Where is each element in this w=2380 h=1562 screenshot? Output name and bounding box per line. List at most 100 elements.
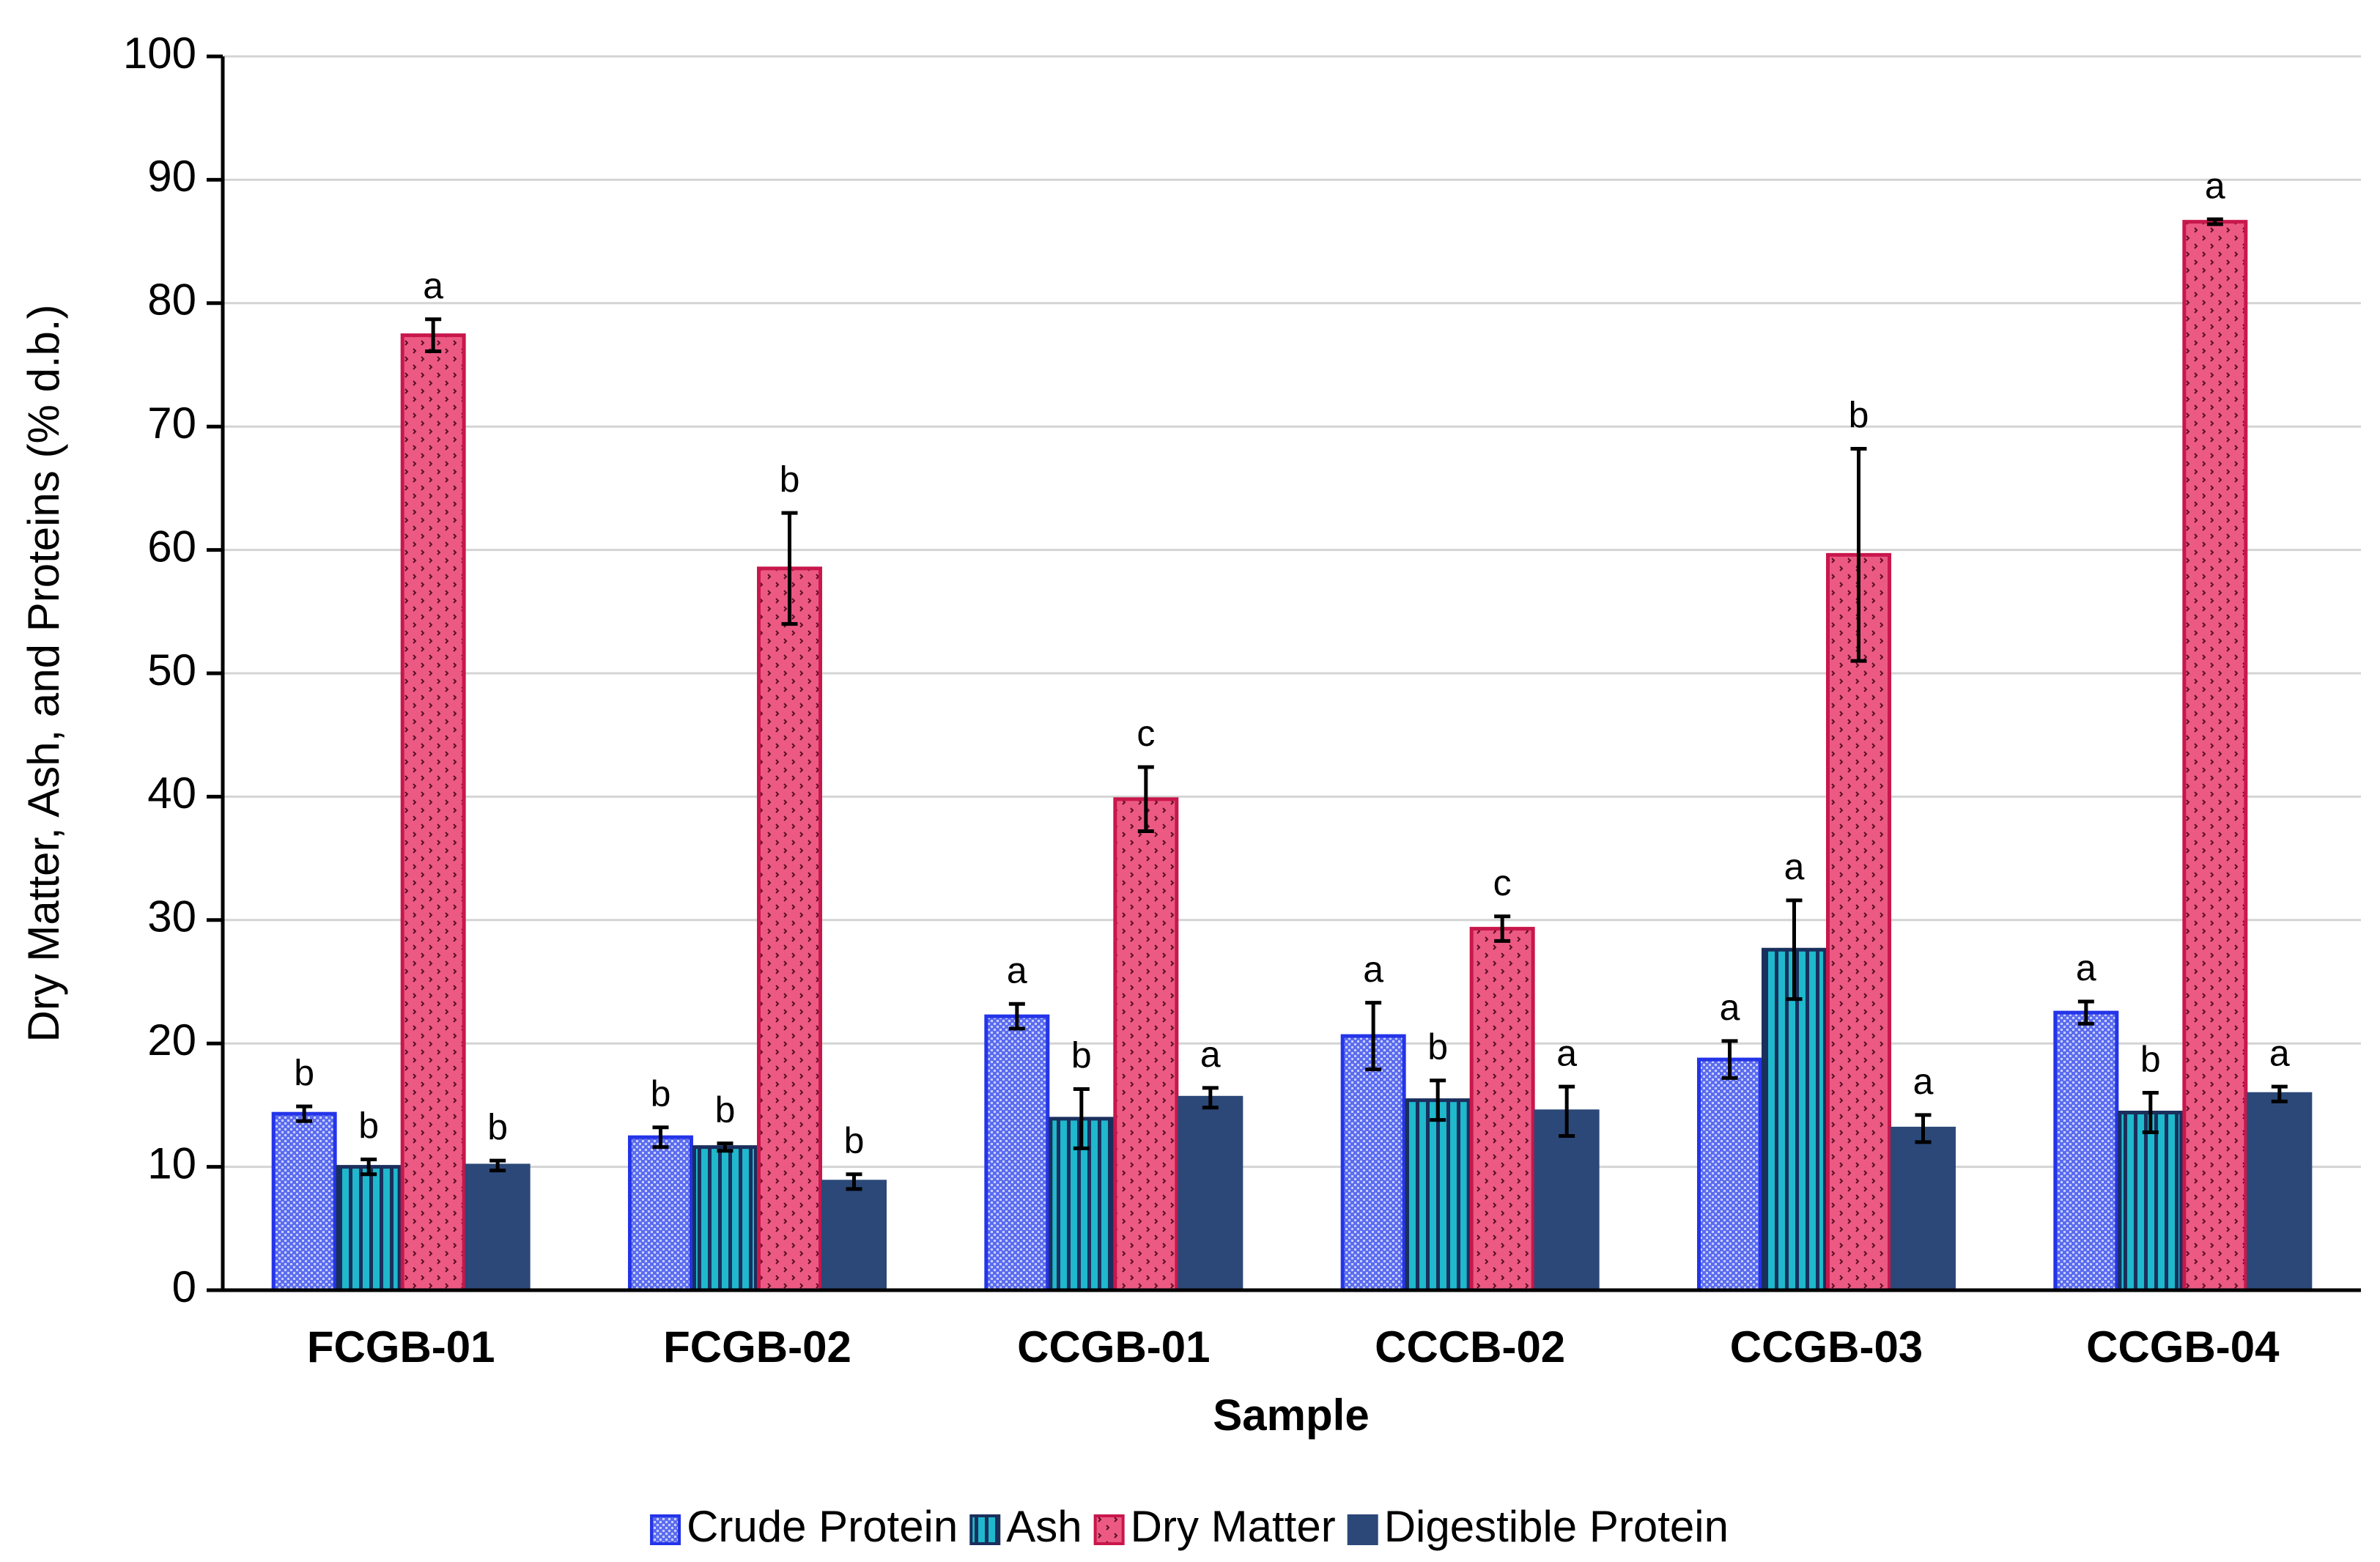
error-bar <box>1073 1087 1090 1150</box>
y-axis-title: Dry Matter, Ash, and Proteins (% d.b.) <box>19 304 68 1042</box>
bar <box>2182 220 2248 1292</box>
data-label: b <box>780 459 800 500</box>
data-label: a <box>1007 950 1027 991</box>
error-bar <box>1786 898 1803 1002</box>
data-label: b <box>1849 395 1869 436</box>
error-bar <box>652 1125 669 1150</box>
data-label: c <box>1137 713 1155 754</box>
bar <box>1340 1034 1406 1292</box>
bar <box>1891 1126 1956 1292</box>
bar <box>336 1165 402 1292</box>
data-label: b <box>294 1052 314 1093</box>
error-bar <box>425 317 442 353</box>
data-label: a <box>1784 846 1805 887</box>
bar <box>1826 552 1891 1292</box>
bar <box>1762 947 1827 1292</box>
bar <box>2247 1092 2313 1292</box>
legend-swatch <box>650 1514 681 1545</box>
data-label: b <box>651 1073 671 1114</box>
y-tick-label: 10 <box>147 1139 196 1188</box>
bar <box>692 1145 758 1292</box>
legend-swatch <box>1093 1514 1125 1545</box>
error-bar <box>1430 1078 1446 1122</box>
error-bar <box>1202 1086 1219 1110</box>
x-tick-label: FCGB-02 <box>663 1322 851 1372</box>
bar <box>465 1163 531 1292</box>
y-tick-label: 100 <box>123 29 196 78</box>
legend: Crude Protein Ash Dry Matter Digestible Pro… <box>650 1502 1729 1551</box>
error-bar <box>1559 1084 1575 1138</box>
legend-label: Crude Protein <box>687 1502 958 1551</box>
x-tick-label: FCGB-01 <box>307 1322 495 1372</box>
x-tick-label: CCGB-04 <box>2086 1322 2280 1372</box>
x-tick-label: CCCB-02 <box>1375 1322 1565 1372</box>
y-tick-label: 30 <box>147 892 196 941</box>
error-bar <box>489 1158 506 1173</box>
legend-item: Crude Protein <box>650 1502 958 1551</box>
legend-item: Dry Matter <box>1093 1502 1336 1551</box>
data-label: b <box>358 1106 379 1147</box>
error-bar <box>1137 765 1154 834</box>
bar <box>757 566 822 1292</box>
x-axis-title: Sample <box>1213 1391 1369 1440</box>
y-tick-label: 80 <box>147 275 196 325</box>
data-label: c <box>1493 862 1512 903</box>
error-bar <box>2206 217 2223 226</box>
data-label: a <box>1363 949 1383 990</box>
error-bar <box>1494 914 1511 943</box>
error-bar <box>296 1104 313 1123</box>
legend-item: Ash <box>969 1502 1082 1551</box>
legend-swatch <box>1347 1514 1378 1545</box>
error-bar <box>1915 1113 1932 1144</box>
legend-swatch <box>969 1514 1001 1545</box>
data-label: a <box>2205 165 2225 206</box>
error-bar <box>1008 1002 1025 1031</box>
y-tick-label: 70 <box>147 399 196 448</box>
legend-label: Dry Matter <box>1131 1502 1336 1551</box>
bar <box>2053 1010 2119 1292</box>
bar <box>271 1111 337 1292</box>
error-bar <box>1721 1039 1738 1080</box>
bar <box>1178 1095 1243 1292</box>
bar <box>984 1014 1050 1292</box>
error-bar <box>2077 999 2094 1026</box>
y-tick-label: 0 <box>172 1262 196 1311</box>
data-label: b <box>1427 1026 1448 1067</box>
bar <box>1534 1109 1600 1292</box>
data-label: a <box>1556 1032 1577 1073</box>
y-tick-label: 90 <box>147 152 196 201</box>
error-bar <box>2271 1084 2288 1103</box>
bar <box>1113 797 1179 1292</box>
error-bar <box>717 1141 733 1153</box>
bar <box>628 1135 693 1292</box>
error-bar <box>1365 1001 1382 1072</box>
y-tick-label: 20 <box>147 1015 196 1065</box>
data-label: a <box>1913 1061 1934 1102</box>
data-label: b <box>2140 1039 2161 1080</box>
error-bar <box>846 1172 862 1191</box>
x-tick-label: CCGB-03 <box>1730 1322 1923 1372</box>
y-tick-label: 40 <box>147 769 196 818</box>
bar <box>1405 1098 1471 1292</box>
error-bar <box>781 511 798 626</box>
data-label: b <box>487 1106 508 1147</box>
x-tick-label: CCGB-01 <box>1017 1322 1210 1372</box>
data-label: a <box>423 265 443 306</box>
error-bar <box>1850 447 1867 663</box>
bar <box>400 333 466 1292</box>
data-label: a <box>1720 987 1740 1028</box>
data-label: a <box>1200 1034 1221 1075</box>
legend-item: Digestible Protein <box>1347 1502 1729 1551</box>
legend-label: Ash <box>1006 1502 1082 1551</box>
bar <box>1697 1057 1762 1292</box>
data-label: b <box>1071 1035 1092 1076</box>
data-label: b <box>715 1089 736 1130</box>
data-label: b <box>844 1120 865 1161</box>
data-label: a <box>2269 1032 2290 1073</box>
y-tick-label: 60 <box>147 522 196 571</box>
data-label: a <box>2076 947 2096 988</box>
bar <box>1469 927 1535 1292</box>
bar <box>2118 1111 2184 1292</box>
